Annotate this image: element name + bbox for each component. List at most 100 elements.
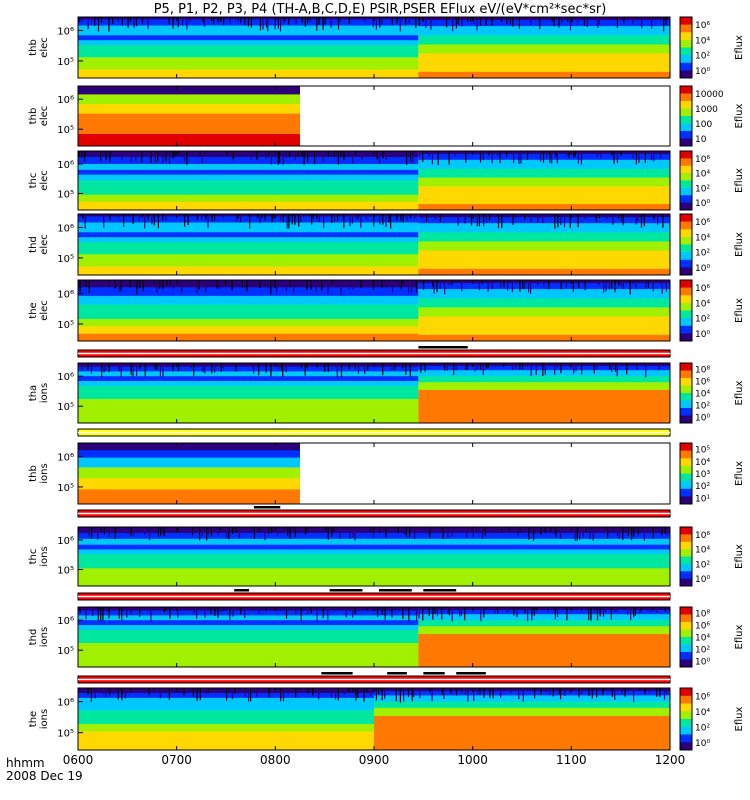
spectrogram-thd_ions-streak	[310, 607, 312, 614]
spectrogram-after-the_ions-streak	[558, 688, 561, 695]
spectrogram-thb_elec-streak	[213, 17, 215, 25]
spectrogram-thd_ions-streak	[220, 607, 222, 613]
spectrogram-after-the_elec-streak	[423, 280, 425, 290]
spectrogram-thd_ions-streak	[196, 607, 198, 619]
spectrogram-after-thd_elec-band	[418, 259, 670, 270]
y-tick-label: 10⁵	[57, 125, 74, 136]
spectrogram-thd_ions-streak	[366, 607, 368, 611]
spectrogram-after-thb_elec-streak	[452, 17, 454, 32]
spectrogram-the_ions-band	[78, 738, 374, 751]
spectrogram-thd_elec-streak	[207, 214, 209, 228]
colorbar-swatch	[680, 690, 692, 694]
panel-label-probe: thd	[28, 629, 39, 646]
colorbar-frame	[679, 213, 693, 276]
spectrogram-the_elec-streak	[136, 280, 138, 295]
spectrogram-thd_ions-streak	[229, 607, 231, 620]
colorbar-tick-label: 10⁴	[695, 233, 710, 243]
spectrogram-thd_elec-streak	[316, 214, 318, 220]
spectrogram-after-thd_ions-streak	[460, 607, 462, 616]
spectrogram-thc_ions-band	[78, 568, 670, 577]
spectrogram-thc_elec-streak	[382, 151, 384, 159]
spectrogram-thb_elec-band	[78, 69, 419, 79]
colorbar-swatch	[680, 216, 692, 220]
spectrogram-thd_elec-streak	[157, 214, 159, 229]
spectrogram-after-thc_elec-band	[418, 186, 670, 196]
spectrogram-after-the_ions-streak	[473, 688, 475, 701]
spectrogram-the_elec-streak	[85, 280, 87, 287]
colorbar-swatch	[680, 400, 692, 404]
spectrogram-thb_elec-streak	[117, 17, 119, 22]
spectrogram-tha_ions-streak	[156, 363, 158, 370]
spectrogram-thb_elec-streak	[316, 17, 318, 31]
spectrogram-thc_ions-streak	[292, 527, 294, 532]
spectrogram-after-thc_elec-streak	[638, 151, 640, 163]
spectrogram-the_ions-streak	[94, 688, 96, 699]
spectrogram-the_elec-streak	[252, 280, 254, 285]
spectrogram-the_elec-streak	[315, 280, 317, 293]
panel-label-species: ions	[39, 546, 50, 566]
spectrogram-thc_ions-streak	[514, 527, 516, 532]
spectrogram-thb_elec-streak	[202, 17, 204, 23]
colorbar-swatch	[680, 549, 692, 553]
spectrogram-after-the_elec-streak	[611, 280, 613, 290]
spectrogram-after-the_elec-streak	[511, 280, 513, 293]
spectrogram-thd_elec-streak	[153, 214, 155, 226]
colorbar-swatch	[680, 52, 692, 56]
spectrogram-the_elec-streak	[408, 280, 410, 294]
spectrogram-after-tha_ions-streak	[611, 363, 613, 372]
spectrogram-thc_ions-streak	[576, 527, 578, 541]
y-tick-label: 10⁶	[57, 452, 74, 463]
spectrogram-thc_elec-streak	[130, 151, 132, 163]
spectrogram-thc_ions-streak	[287, 527, 289, 536]
colorbar-swatch	[680, 541, 692, 545]
spectrogram-thd_elec-streak	[390, 214, 392, 229]
spectrogram-after-thc_elec-band	[418, 168, 670, 178]
spectrogram-after-thd_elec-band	[418, 232, 670, 242]
colorbar-swatch	[680, 403, 692, 406]
spectrogram-after-thd_elec-band	[418, 214, 670, 218]
spectrogram-thb_ions-band	[78, 457, 300, 468]
spectrogram-thd_elec-streak	[366, 214, 368, 220]
spectrogram-tha_ions-band	[78, 371, 419, 377]
spectrogram-after-the_elec-streak	[645, 280, 647, 289]
colorbar-swatch	[680, 408, 692, 411]
spectrogram-thd_ions-streak	[285, 607, 288, 619]
spectrogram-after-thd_ions-streak	[497, 607, 499, 614]
spectrogram-after-thd_ions-streak	[436, 607, 438, 616]
colorbar-swatch	[680, 160, 692, 164]
panel-label-probe: thb	[28, 108, 39, 125]
colorbar-tick-label: 1000	[695, 105, 718, 115]
spectrogram-after-thc_elec-streak	[616, 151, 618, 163]
spectrogram-thc_elec-streak	[322, 151, 324, 162]
colorbar-swatch	[680, 32, 692, 36]
colorbar-swatch	[680, 385, 692, 389]
spectrogram-thd_elec-streak	[388, 214, 390, 223]
spectrogram-thd_elec-streak	[201, 214, 203, 221]
spectrogram-after-the_ions-streak	[624, 688, 626, 697]
colorbar-swatch	[680, 632, 692, 635]
colorbar-swatch	[680, 323, 692, 327]
spectrogram-thc_ions-streak	[289, 527, 291, 539]
spectrogram-thd_elec-streak	[355, 214, 357, 219]
spectrogram-thb_elec-streak	[285, 17, 287, 21]
spectrogram-after-thd_ions-streak	[422, 607, 424, 621]
spectrogram-after-thd_ions-streak	[494, 607, 496, 613]
spectrogram-the_elec-streak	[348, 280, 350, 290]
spectrogram-the_ions-streak	[217, 688, 219, 693]
spectrogram-thd_ions-streak	[300, 607, 302, 622]
spectrogram-the_ions-streak	[112, 688, 115, 695]
colorbar-label: Eflux	[734, 35, 745, 60]
spectrogram-after-thc_elec-streak	[611, 151, 613, 156]
colorbar-swatch	[680, 644, 692, 648]
spectrogram-the_ions-streak	[199, 688, 201, 701]
spectrogram-the_ions-streak	[244, 688, 246, 697]
colorbar-swatch	[680, 486, 692, 490]
spectrogram-thd_ions-streak	[217, 607, 219, 618]
spectrogram-the_ions-streak	[192, 688, 194, 697]
spectrogram-thc_elec-streak	[165, 151, 167, 162]
colorbar-swatch	[680, 200, 692, 204]
colorbar-swatch	[680, 471, 692, 474]
spectrogram-after-thd_ions-band	[418, 620, 670, 627]
spectrogram-after-thd_ions-streak	[581, 607, 583, 612]
spectrogram-after-thd_ions-streak	[590, 607, 592, 621]
